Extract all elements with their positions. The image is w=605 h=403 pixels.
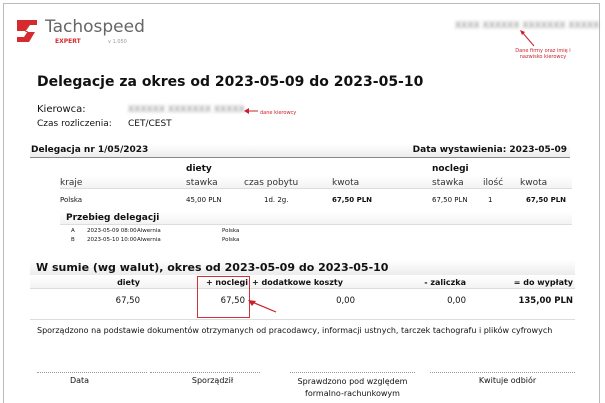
sum-col-zaliczka: - zaliczka <box>424 278 466 287</box>
cell-amount: 67,50 PLN <box>332 196 373 204</box>
annotation-arrow-icon <box>520 30 535 47</box>
cell-country: Polska <box>60 196 83 204</box>
summary-header-bar <box>30 260 575 275</box>
tachospeed-logo-icon <box>17 20 37 42</box>
col-czas-pobytu: czas pobytu <box>244 178 299 188</box>
route-header-bar <box>60 212 572 225</box>
time-label: Czas rozliczenia: <box>37 119 112 129</box>
annotation-arrow-icon <box>244 108 258 114</box>
company-note: Dane firmy oraz imię i nazwisko kierowcy <box>515 48 571 60</box>
summary-col-bar <box>30 276 575 289</box>
annotation-arrow-icon <box>248 300 277 313</box>
col-kwota-noclegi: kwota <box>520 178 548 188</box>
route-title: Przebieg delegacji <box>66 213 160 223</box>
col-stawka: stawka <box>186 178 218 188</box>
group-diety: diety <box>186 164 212 174</box>
sum-wyplata: 135,00 PLN <box>518 296 573 306</box>
page-frame <box>3 3 600 403</box>
route-time: 2023-05-10 10:00 <box>87 237 137 243</box>
sum-col-wyplata: = do wypłaty <box>513 278 573 287</box>
issue-date: Data wystawienia: 2023-05-09 <box>412 145 567 155</box>
route-country: Polska <box>222 228 240 234</box>
sum-col-dodatkowe: + dodatkowe koszty <box>252 278 343 287</box>
route-point: A <box>71 228 75 234</box>
logo-sub: EXPERT <box>55 38 81 45</box>
cell-lodging-amount: 67,50 PLN <box>526 196 567 204</box>
signature-line <box>430 372 575 373</box>
driver-label: Kierowca: <box>37 104 86 115</box>
signature-sprawdzono: Sprawdzono pod względem formalno-rachunk… <box>297 377 408 398</box>
time-value: CET/CEST <box>128 119 172 129</box>
delegation-header-bar <box>30 144 570 158</box>
route-place: Alwernia <box>137 237 161 243</box>
version: v 1.050 <box>108 39 127 45</box>
driver-note: dane kierowcy <box>260 110 297 116</box>
sum-diety: 67,50 <box>115 296 140 306</box>
route-point: B <box>71 237 75 243</box>
summary-title: W sumie (wg walut), okres od 2023-05-09 … <box>36 261 389 274</box>
logo-name: Tachospeed <box>45 17 145 37</box>
signature-line <box>290 372 415 373</box>
signature-kwituje: Kwituje odbiór <box>478 376 537 385</box>
route-place: Alwernia <box>137 228 161 234</box>
sum-noclegi: 67,50 <box>220 296 245 306</box>
divider <box>30 319 575 320</box>
cell-lodging-rate: 67,50 PLN <box>432 196 468 204</box>
company-info-redacted: XXXX XXXXXX XXXXXXX XXXXX <box>455 21 600 31</box>
cell-count: 1 <box>488 196 493 204</box>
col-ilosc: ilość <box>483 178 504 188</box>
cell-rate: 45,00 PLN <box>186 196 222 204</box>
footer-text: Sporządzono na podstawie dokumentów otrz… <box>37 326 553 335</box>
delegation-number: Delegacja nr 1/05/2023 <box>31 145 149 155</box>
group-noclegi: noclegi <box>432 164 469 174</box>
signature-line <box>150 372 260 373</box>
col-kwota: kwota <box>332 178 360 188</box>
signature-sporzadzil: Sporządził <box>191 376 234 385</box>
route-time: 2023-05-09 08:00 <box>87 228 137 234</box>
sum-col-noclegi: + noclegi <box>205 278 248 287</box>
column-header-bar <box>60 176 572 189</box>
signature-data: Data <box>69 376 90 385</box>
signature-line <box>37 372 147 373</box>
sum-col-diety: diety <box>117 278 140 287</box>
route-country: Polska <box>222 237 240 243</box>
highlight-box <box>197 276 250 318</box>
sum-dodatkowe: 0,00 <box>336 296 355 306</box>
driver-name-redacted: XXXXXX XXXXXXX XXXXX <box>128 105 245 115</box>
cell-duration: 1d. 2g. <box>264 196 289 204</box>
col-stawka-noclegi: stawka <box>432 178 464 188</box>
sum-zaliczka: 0,00 <box>447 296 466 306</box>
col-kraje: kraje <box>60 178 83 188</box>
page-title: Delegacje za okres od 2023-05-09 do 2023… <box>37 74 424 90</box>
